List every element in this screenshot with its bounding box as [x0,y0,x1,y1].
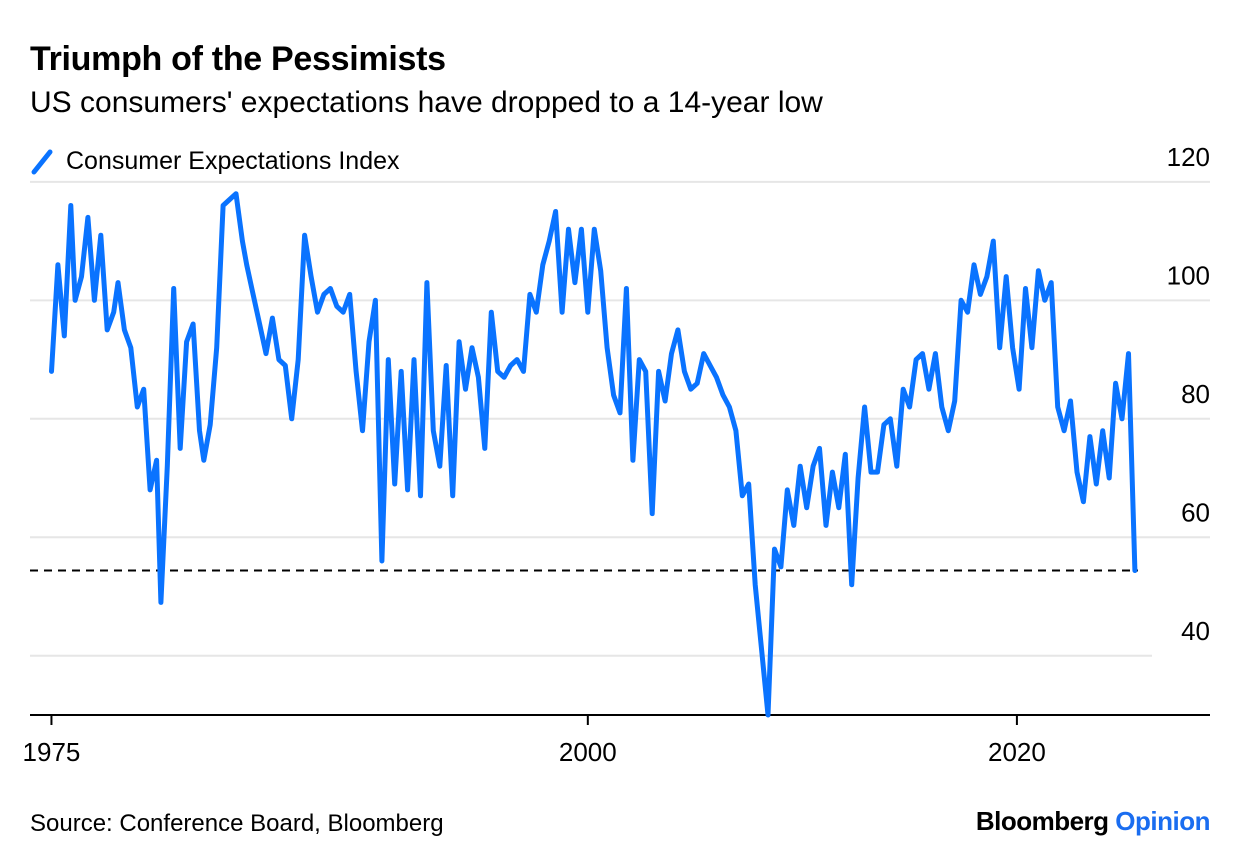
legend-swatch-icon [31,149,53,174]
y-tick-label: 80 [1181,379,1210,409]
y-axis-ticks: 40 60 80 100 120 [1167,142,1210,646]
x-tick-label: 2000 [559,737,617,767]
y-tick-label: 40 [1181,616,1210,646]
legend-label: Consumer Expectations Index [66,147,400,175]
brand-suffix: Opinion [1115,806,1210,836]
x-tick-label: 2020 [988,737,1046,767]
brand-logo: Bloomberg Opinion [975,806,1211,837]
x-tick-label: 1975 [23,737,81,767]
x-axis-ticks: 1975 2000 2020 [23,715,1046,767]
y-tick-label: 100 [1167,260,1210,290]
y-tick-label: 60 [1181,497,1210,527]
y-tick-label: 120 [1167,142,1210,172]
series-line-consumer-expectations [49,191,1138,718]
legend: Consumer Expectations Index [30,147,400,176]
brand-name: Bloomberg [975,806,1109,836]
chart-subtitle: US consumers' expectations have dropped … [30,86,823,119]
source-note: Source: Conference Board, Bloomberg [30,810,444,837]
chart-title: Triumph of the Pessimists [30,40,446,78]
grid-lines [30,180,1210,657]
